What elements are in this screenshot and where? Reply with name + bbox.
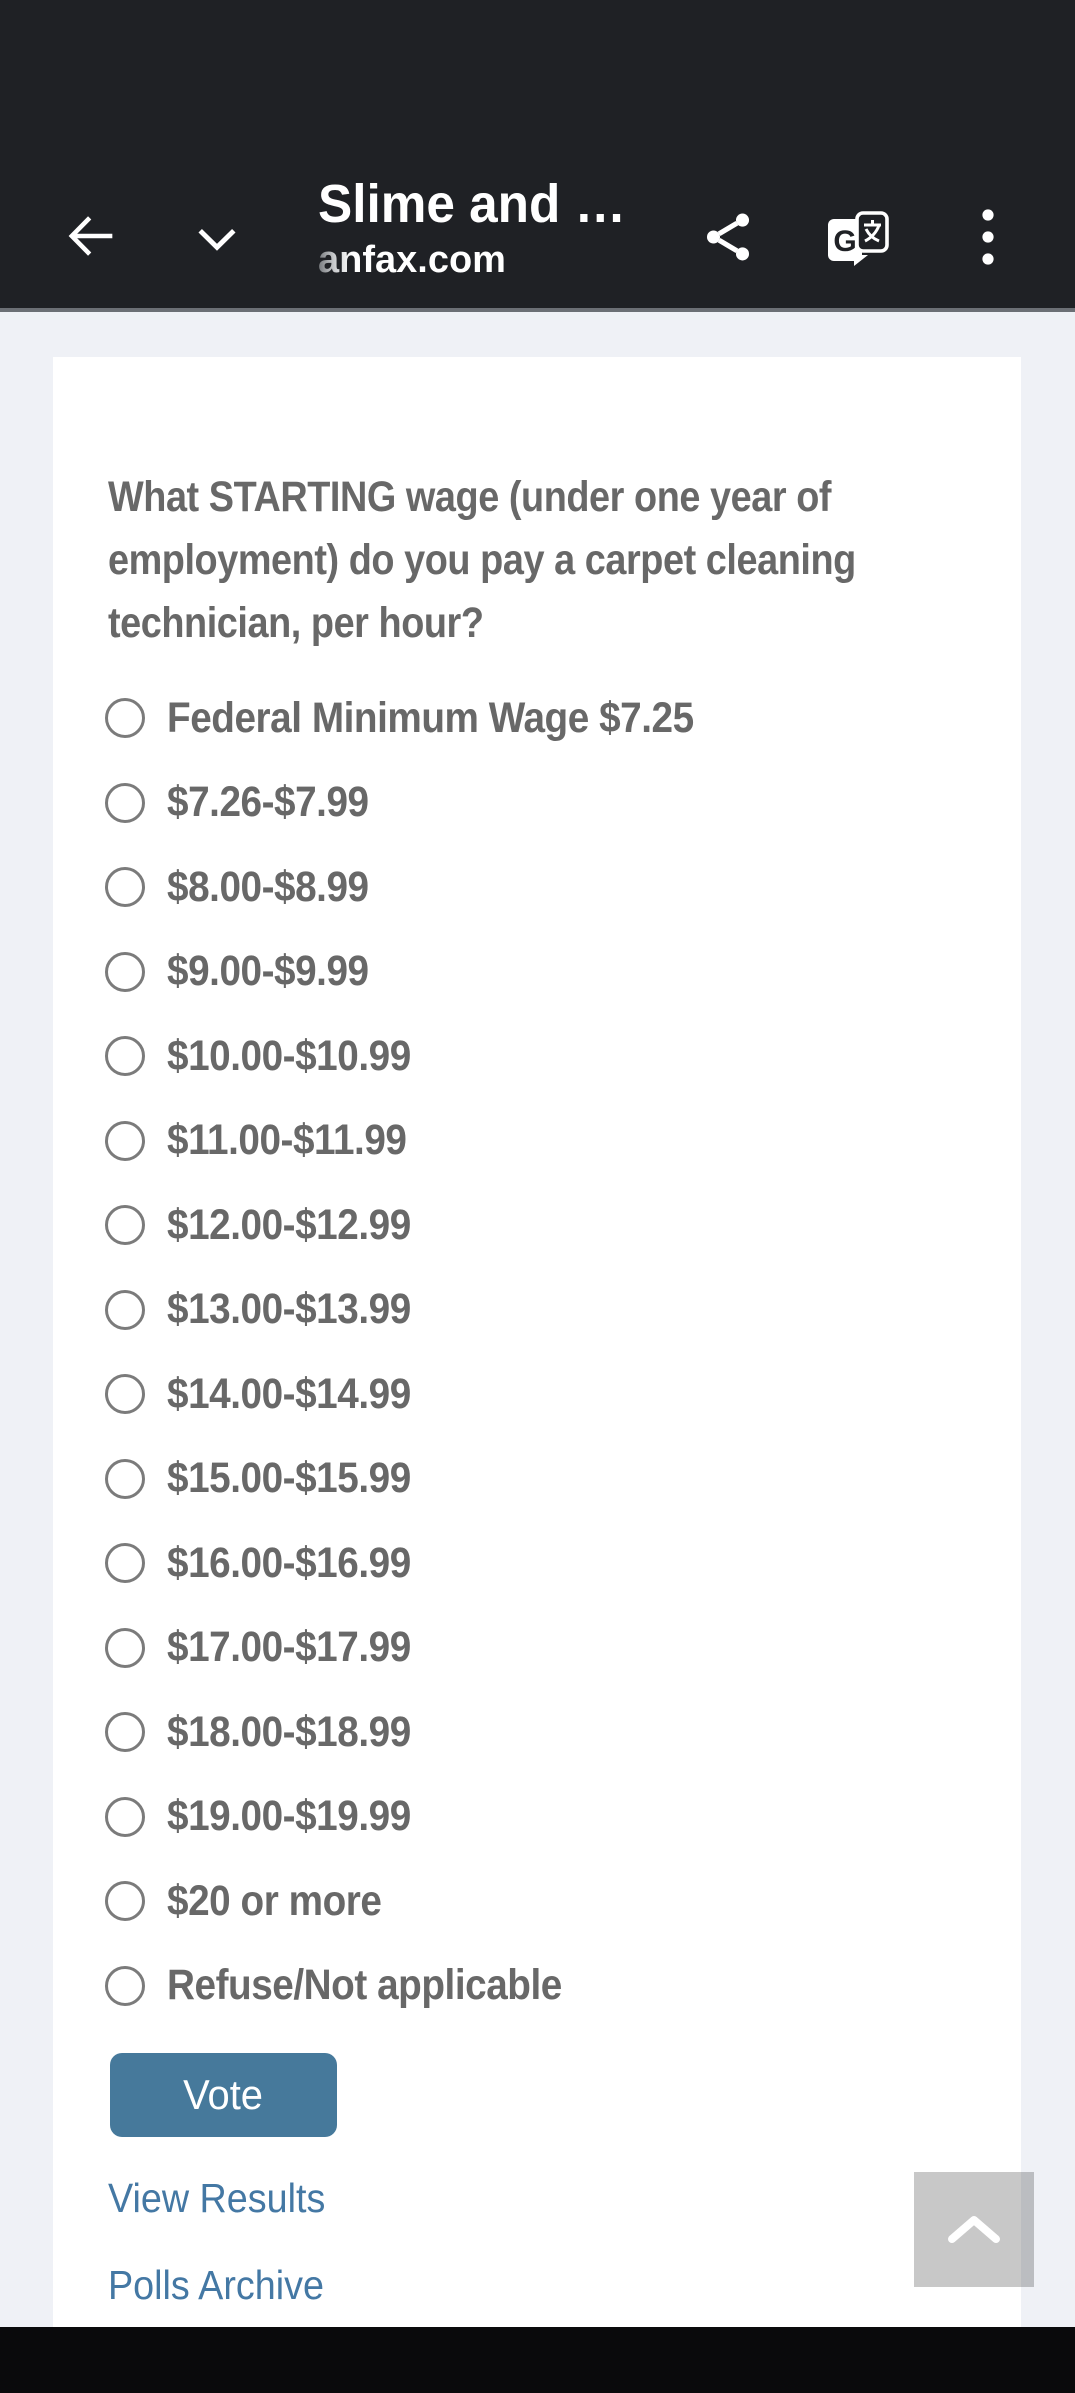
poll-option-row[interactable]: Refuse/Not applicable	[105, 1961, 752, 2009]
poll-option-label: $13.00-$13.99	[167, 1285, 411, 1333]
poll-option-row[interactable]: $19.00-$19.99	[105, 1792, 752, 1840]
collapse-toolbar-button[interactable]	[184, 205, 250, 271]
poll-option-row[interactable]: $12.00-$12.99	[105, 1201, 752, 1249]
page-title: Slime and …	[318, 174, 626, 234]
poll-option-row[interactable]: Federal Minimum Wage $7.25	[105, 694, 752, 742]
radio-button[interactable]	[105, 867, 145, 907]
radio-button[interactable]	[105, 1796, 145, 1837]
radio-button[interactable]	[105, 951, 145, 992]
back-button[interactable]	[58, 203, 124, 269]
svg-text:G: G	[833, 225, 856, 258]
radio-button[interactable]	[105, 1965, 145, 2006]
poll-option-row[interactable]: $20 or more	[105, 1877, 752, 1925]
poll-option-label: $15.00-$15.99	[167, 1454, 411, 1502]
radio-button[interactable]	[105, 1120, 145, 1161]
poll-option-label: $18.00-$18.99	[167, 1707, 411, 1756]
poll-option-label: $11.00-$11.99	[167, 1116, 407, 1164]
radio-button[interactable]	[105, 1627, 145, 1668]
poll-option-row[interactable]: $8.00-$8.99	[105, 863, 752, 911]
radio-button[interactable]	[105, 1712, 145, 1752]
poll-option-row[interactable]: $11.00-$11.99	[105, 1116, 752, 1164]
chevron-up-icon	[946, 2215, 1002, 2245]
scroll-to-top-button[interactable]	[914, 2172, 1034, 2287]
poll-option-label: $8.00-$8.99	[167, 862, 369, 911]
translate-button[interactable]: G	[824, 205, 890, 269]
overflow-menu-button[interactable]	[972, 205, 1004, 269]
poll-option-label: $20 or more	[167, 1876, 382, 1925]
radio-button[interactable]	[105, 1374, 145, 1414]
radio-button[interactable]	[105, 1881, 145, 1921]
poll-option-row[interactable]: $14.00-$14.99	[105, 1370, 752, 1418]
chevron-down-icon	[186, 207, 248, 269]
poll-option-row[interactable]: $7.26-$7.99	[105, 778, 752, 826]
poll-option-label: $17.00-$17.99	[167, 1623, 411, 1671]
poll-option-row[interactable]: $17.00-$17.99	[105, 1623, 752, 1671]
radio-button[interactable]	[105, 1036, 145, 1076]
poll-option-row[interactable]: $16.00-$16.99	[105, 1539, 752, 1587]
radio-button[interactable]	[105, 1458, 145, 1499]
poll-option-row[interactable]: $18.00-$18.99	[105, 1708, 752, 1756]
poll-option-row[interactable]: $10.00-$10.99	[105, 1032, 752, 1080]
poll-option-row[interactable]: $9.00-$9.99	[105, 947, 752, 995]
radio-button[interactable]	[105, 1205, 145, 1245]
three-dot-menu-icon	[979, 205, 997, 269]
bottom-system-bar	[0, 2327, 1075, 2393]
vote-button[interactable]: Vote	[110, 2053, 337, 2137]
page-domain: anfax.com	[318, 240, 642, 280]
radio-button[interactable]	[105, 698, 145, 738]
browser-header: Slime and … anfax.com G	[0, 0, 1075, 312]
google-translate-icon: G	[824, 207, 890, 267]
poll-option-label: $19.00-$19.99	[167, 1792, 411, 1840]
poll-option-label: $7.26-$7.99	[167, 778, 369, 826]
vote-button-label: Vote	[183, 2071, 264, 2118]
radio-button[interactable]	[105, 1289, 145, 1330]
poll-option-label: Refuse/Not applicable	[167, 1961, 562, 2009]
poll-option-label: $14.00-$14.99	[167, 1369, 411, 1418]
poll-option-row[interactable]: $13.00-$13.99	[105, 1285, 752, 1333]
share-button[interactable]	[698, 207, 758, 267]
view-results-link[interactable]: View Results	[108, 2175, 326, 2221]
polls-archive-link[interactable]: Polls Archive	[108, 2262, 324, 2308]
poll-option-label: $12.00-$12.99	[167, 1200, 411, 1249]
poll-option-label: Federal Minimum Wage $7.25	[167, 693, 694, 742]
radio-button[interactable]	[105, 1543, 145, 1583]
poll-options: Federal Minimum Wage $7.25 $7.26-$7.99 $…	[105, 694, 752, 2049]
poll-option-label: $9.00-$9.99	[167, 947, 369, 995]
poll-option-label: $10.00-$10.99	[167, 1031, 411, 1080]
poll-question: What STARTING wage (under one year of em…	[108, 473, 856, 647]
poll-option-label: $16.00-$16.99	[167, 1538, 411, 1587]
poll-option-row[interactable]: $15.00-$15.99	[105, 1454, 752, 1502]
radio-button[interactable]	[105, 782, 145, 823]
share-icon	[699, 208, 757, 266]
poll-card	[53, 357, 1021, 2327]
page-title-block: Slime and … anfax.com	[318, 176, 642, 280]
back-arrow-icon	[59, 204, 123, 268]
